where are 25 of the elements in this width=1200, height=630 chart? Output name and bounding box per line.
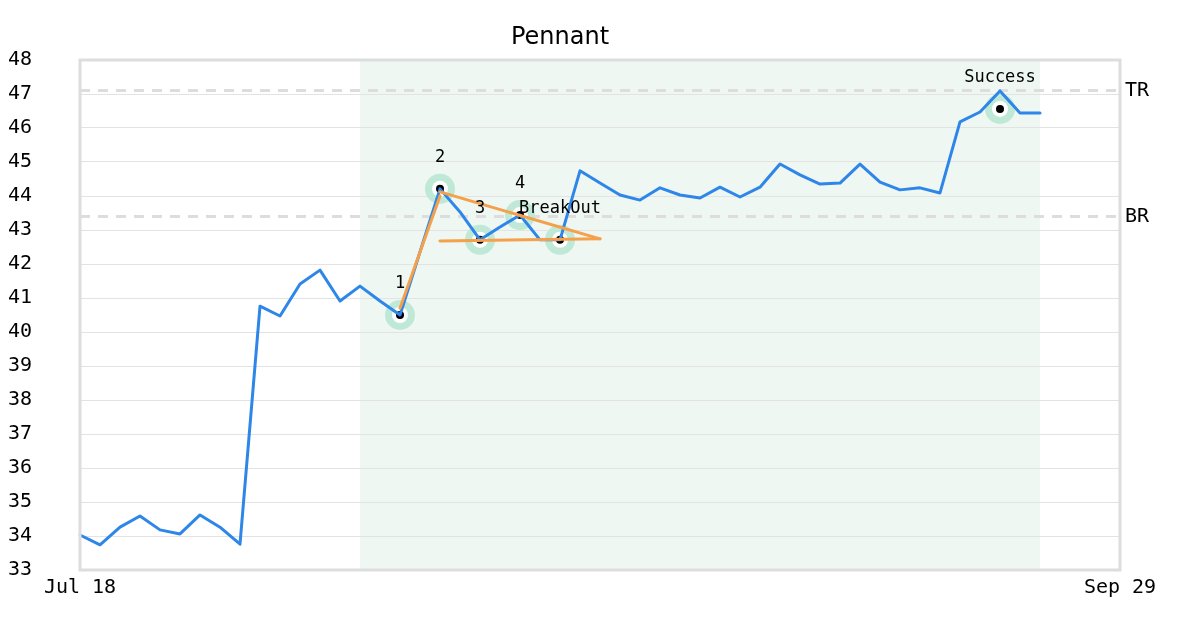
annotation: Success	[964, 66, 1036, 87]
ref-line-label: TR	[1125, 76, 1151, 101]
y-tick-label: 42	[7, 250, 32, 275]
y-tick-label: 46	[7, 114, 32, 139]
ref-line-label: BR	[1125, 202, 1151, 227]
y-tick-label: 40	[7, 318, 32, 343]
y-tick-label: 35	[7, 488, 32, 513]
x-tick-label: Sep 29	[1083, 574, 1157, 599]
y-tick-label: 41	[7, 284, 32, 309]
y-tick-label: 37	[7, 420, 32, 445]
y-tick-label: 33	[7, 556, 32, 581]
annotation: 1	[394, 272, 406, 293]
annotation: 2	[434, 146, 446, 167]
y-tick-label: 38	[7, 386, 32, 411]
y-tick-label: 43	[7, 216, 32, 241]
y-tick-label: 44	[7, 182, 32, 207]
y-tick-label: 34	[7, 522, 32, 547]
y-tick-label: 36	[7, 454, 32, 479]
y-tick-label: 45	[7, 148, 32, 173]
annotation: 4	[514, 172, 526, 193]
y-tick-label: 47	[7, 80, 32, 105]
x-tick-label: Jul 18	[43, 574, 117, 599]
chart-title: Pennant	[510, 21, 610, 50]
y-tick-label: 48	[7, 46, 32, 71]
y-tick-label: 39	[7, 352, 32, 377]
